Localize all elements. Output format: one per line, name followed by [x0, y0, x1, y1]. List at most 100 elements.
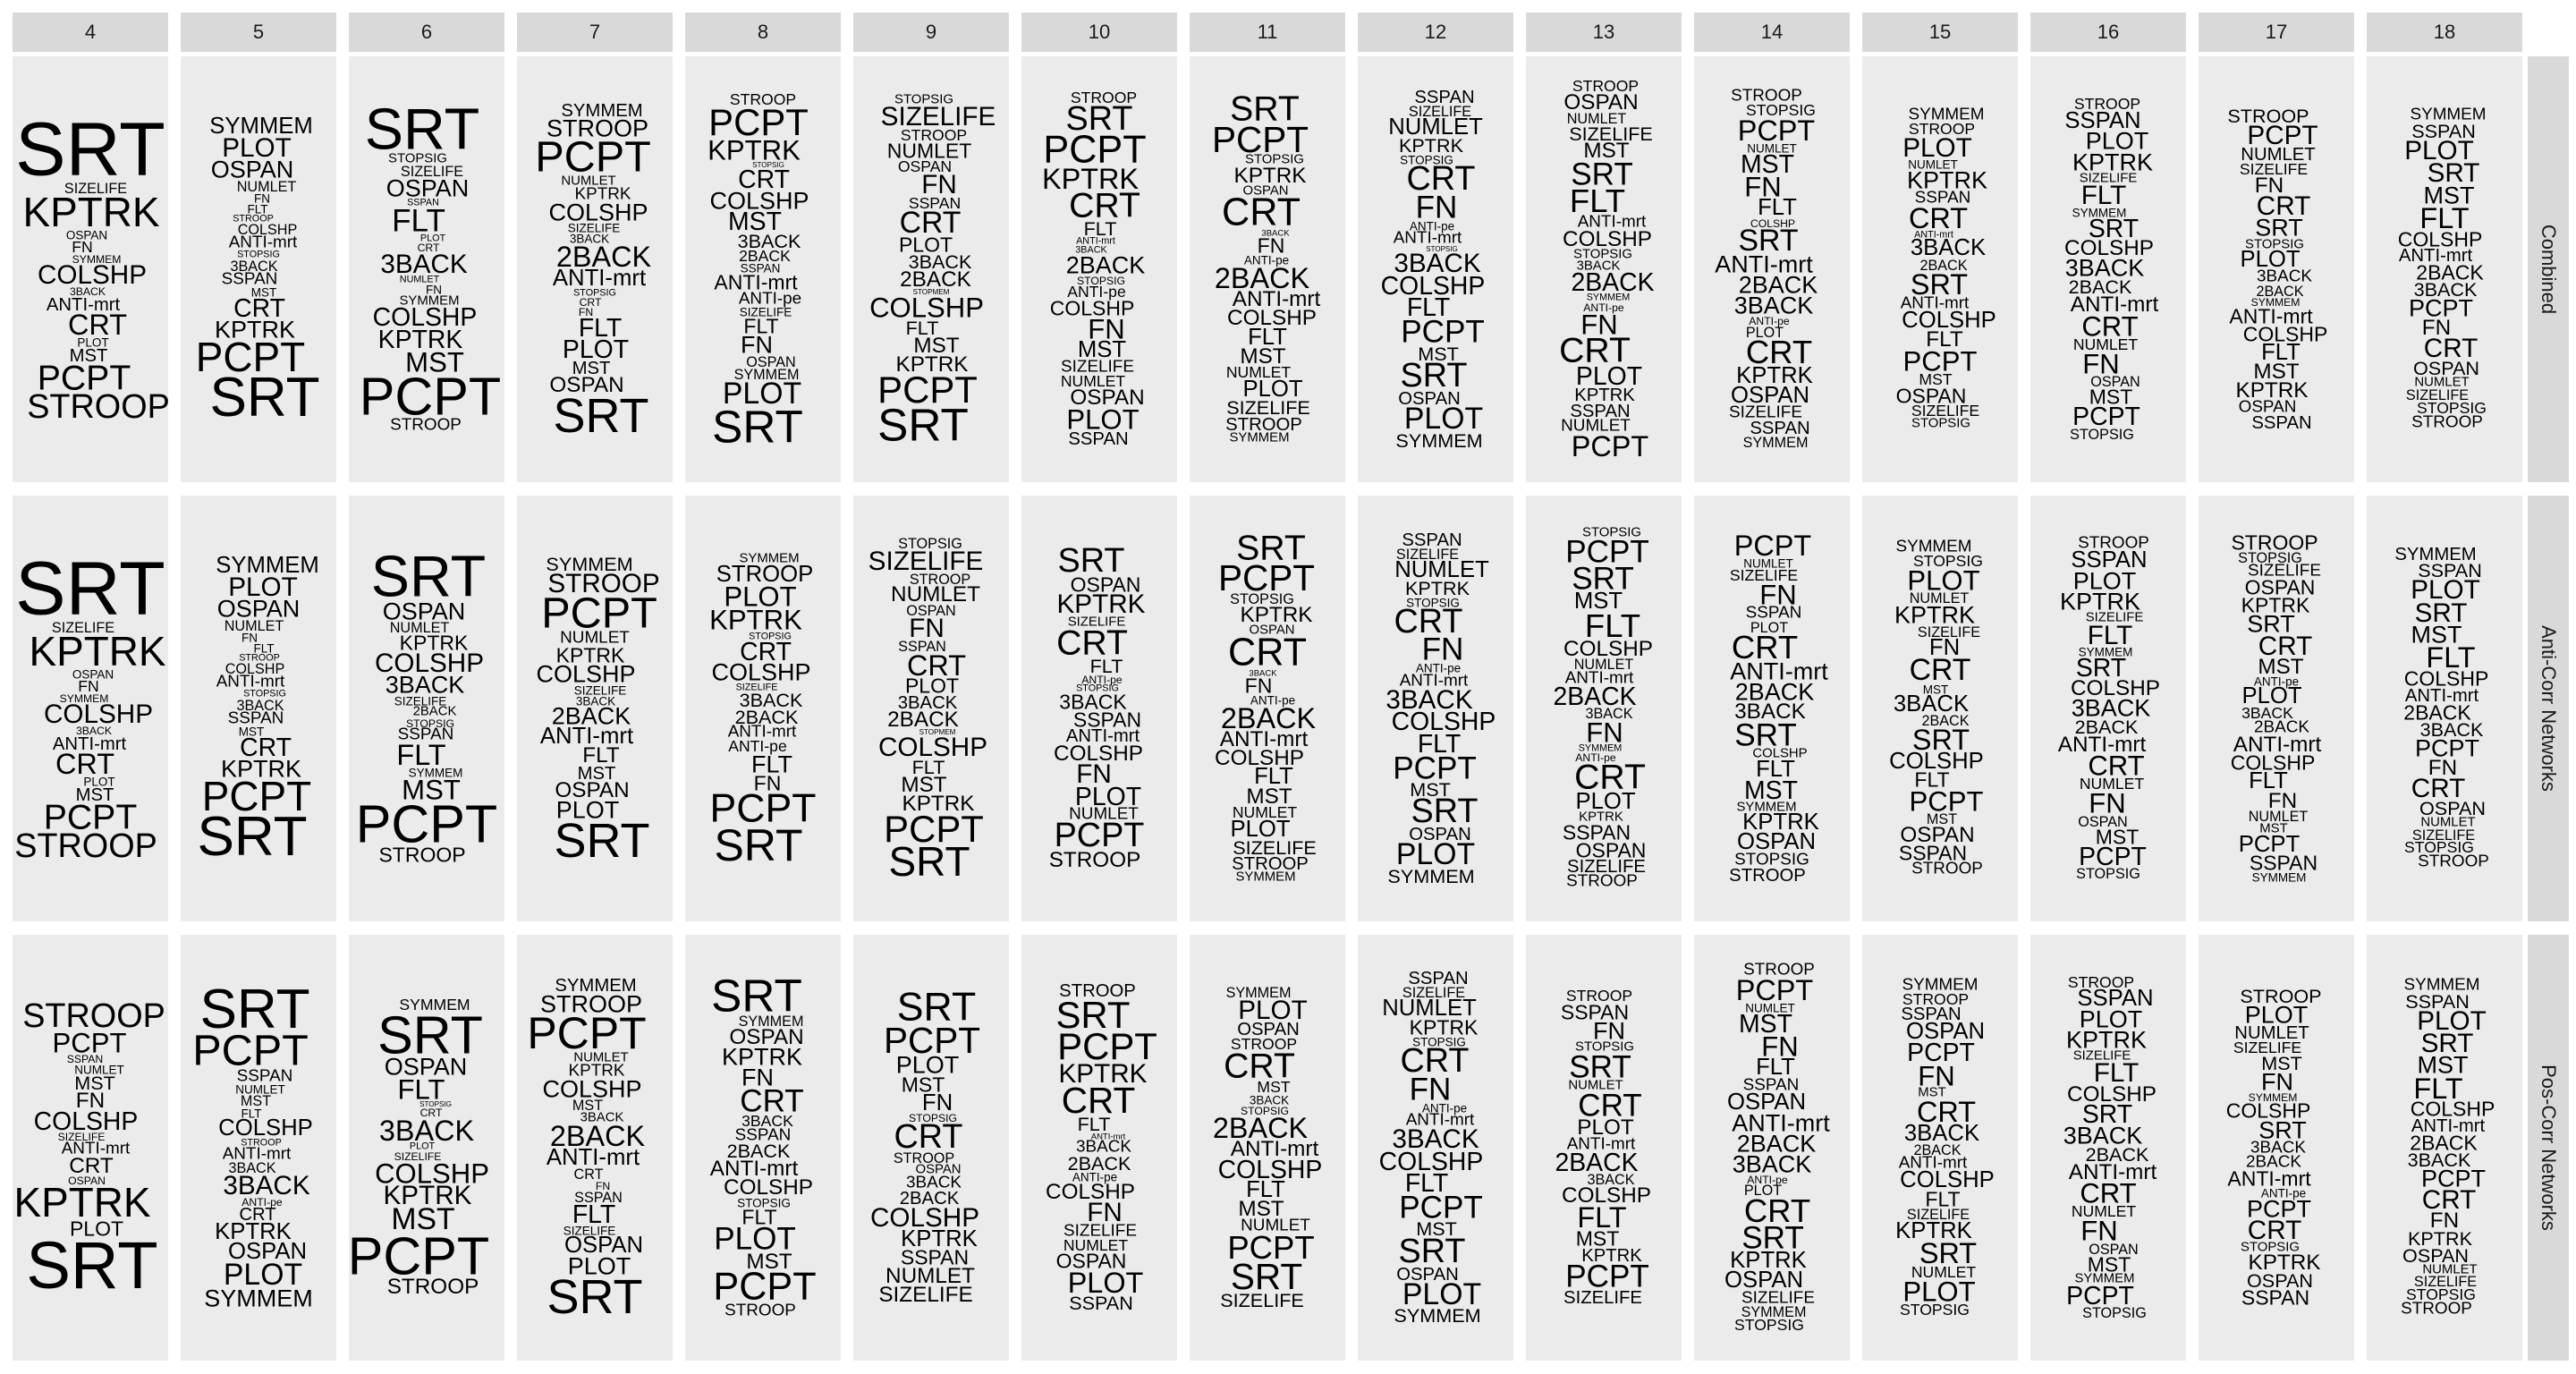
word-label: ANTI-mrt	[709, 1157, 799, 1182]
word-label: PCPT	[1909, 785, 1984, 817]
word-label: STOPSIG	[1406, 595, 1460, 609]
word-label: PCPT	[2420, 1165, 2487, 1192]
word-label: SRT	[1230, 1256, 1303, 1298]
wordcloud-panel: SRT PCPT STOPSIG KPTRK OSPAN CRT 3BACK FN ANTI-p…	[1190, 496, 1345, 921]
word-label: NUMLET	[1382, 996, 1477, 1022]
word-label: FN	[1409, 1072, 1452, 1107]
column-strip-label: 16	[2030, 13, 2186, 52]
word-label: KPTRK	[902, 791, 975, 816]
word-label: SIZELIFE	[1408, 103, 1472, 120]
word-label: FN	[2429, 1209, 2460, 1234]
word-label: OSPAN	[1563, 90, 1639, 115]
word-label: SSPAN	[2251, 412, 2312, 433]
word-label: SYMMEM	[408, 766, 463, 780]
word-label: STROOP	[1225, 414, 1302, 435]
word-label: COLSHP	[225, 660, 285, 677]
word-label: COLSHP	[1752, 746, 1808, 761]
word-label: OSPAN	[2419, 797, 2486, 820]
word-label: 2BACK	[887, 707, 959, 732]
word-label: STROOP	[1902, 990, 1970, 1008]
word-label: SRT	[1230, 89, 1300, 129]
word-label: STOPSIG	[243, 688, 286, 700]
column-strip-label: 14	[1694, 13, 1850, 52]
word-label: KPTRK	[29, 627, 166, 674]
word-label: FN	[2428, 755, 2458, 780]
word-label: PCPT	[355, 793, 498, 854]
word-label: STOPSIG	[2245, 237, 2304, 252]
word-label: 3BACK	[1394, 249, 1481, 279]
word-label: SRT	[877, 399, 969, 451]
word-label: NUMLET	[224, 617, 284, 634]
word-label: ANTI-mrt	[2227, 1166, 2311, 1191]
word-label: SRT	[15, 106, 165, 191]
word-label: MST	[572, 358, 611, 378]
word-label: PCPT	[527, 1008, 647, 1059]
word-label: STROOP	[14, 827, 157, 865]
word-label: SIZELIFE	[2072, 1048, 2131, 1064]
word-label: CRT	[1743, 1192, 1811, 1229]
word-label: SIZELIFE	[2239, 160, 2309, 178]
wordcloud-panel: SYMMEM PLOT OSPAN STROOP CRT MST 3BACK STOPSIG 2…	[1190, 935, 1345, 1361]
word-label: FN	[2089, 787, 2126, 819]
word-label: FN	[1580, 309, 1618, 341]
word-label: CRT	[1394, 602, 1463, 640]
word-label: COLSHP	[2230, 751, 2316, 775]
word-label: KPTRK	[215, 1219, 292, 1245]
wordcloud-panel: SYMMEM PLOT OSPAN NUMLET FN FLT STROOP COLSHP AN…	[181, 496, 336, 921]
word-label: STROOP	[2401, 1299, 2472, 1319]
word-label: STROOP	[546, 114, 649, 142]
word-label: COLSHP	[869, 292, 984, 324]
word-label: OSPAN	[549, 373, 624, 398]
word-label: CRT	[2421, 1185, 2477, 1216]
word-label: ANTI-pe	[2253, 674, 2300, 689]
word-label: COLSHP	[548, 199, 648, 226]
word-label: FN	[72, 238, 93, 257]
word-label: SSPAN	[2411, 120, 2476, 142]
word-label: PCPT	[201, 772, 312, 819]
word-label: FLT	[1077, 1113, 1111, 1135]
word-label: PLOT	[1242, 377, 1303, 403]
word-label: 2BACK	[1736, 1130, 1817, 1158]
word-label: COLSHP	[1054, 741, 1143, 766]
word-label: SIZELIFE	[1729, 566, 1799, 585]
column-strip-label: 17	[2199, 13, 2354, 52]
word-label: FN	[2082, 348, 2120, 380]
word-label: KPTRK	[1042, 162, 1139, 195]
word-label: CRT	[1731, 628, 1799, 666]
row-strip-text: Combined	[2538, 224, 2560, 315]
word-label: NUMLET	[1225, 363, 1292, 382]
word-label: STOPSIG	[1573, 247, 1632, 262]
word-label: PCPT	[1571, 429, 1649, 462]
word-label: CRT	[417, 242, 440, 255]
word-label: CRT	[2411, 773, 2466, 803]
word-label: PCPT	[2414, 734, 2480, 762]
word-label: FN	[254, 191, 270, 205]
wordcloud-panel: SYMMEM STROOP SSPAN OSPAN PCPT FN MST CRT 3BACK 2…	[1862, 935, 2018, 1361]
word-label: KPTRK	[901, 1226, 978, 1251]
word-label: KPTRK	[22, 188, 160, 235]
word-label: 3BACK	[1076, 1137, 1131, 1157]
word-label: STOPSIG	[1575, 1039, 1634, 1055]
word-label: PCPT	[2246, 1195, 2312, 1223]
word-label: SSPAN	[407, 197, 439, 208]
wordcloud-panel: STROOP SSPAN PLOT KPTRK SIZELIFE FLT COLSHP SRT…	[2030, 935, 2186, 1361]
word-label: 3BACK	[230, 258, 278, 275]
wordcloud-panel: STROOP STOPSIG PCPT NUMLET MST FN FLT COLSHP SRT…	[1694, 56, 1850, 482]
word-label: SIZELIFE	[1911, 402, 1980, 420]
word-label: SSPAN	[2071, 547, 2148, 573]
word-label: 3BACK	[1587, 1172, 1635, 1189]
row-strip-label: Anti-Corr Networks	[2528, 496, 2569, 921]
wordcloud-panel: STROOP SSPAN PLOT KPTRK SIZELIFE FLT SYMMEM SRT…	[2030, 56, 2186, 482]
word-label: NUMLET	[74, 1063, 124, 1077]
word-label: MST	[1418, 342, 1459, 365]
column-strip-label: 18	[2367, 13, 2522, 52]
word-label: STROOP	[1731, 86, 1802, 106]
word-label: SIZELIFE	[2405, 386, 2470, 403]
word-label: ANTI-pe	[1415, 661, 1462, 675]
word-label: PCPT	[713, 1265, 817, 1309]
word-label: 3BACK	[908, 250, 972, 274]
word-label: KPTRK	[1233, 163, 1307, 188]
word-label: NUMLET	[1745, 1000, 1795, 1014]
word-label: SYMMEM	[1586, 292, 1631, 303]
word-label: SRT	[209, 367, 320, 429]
